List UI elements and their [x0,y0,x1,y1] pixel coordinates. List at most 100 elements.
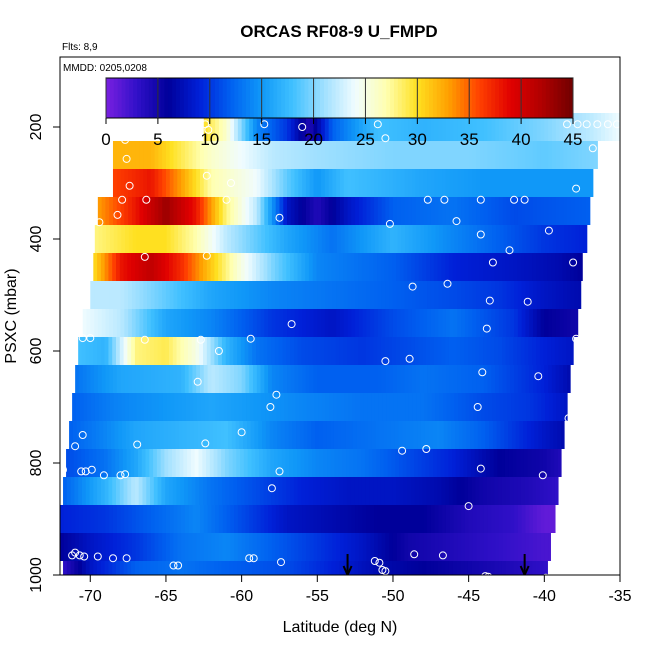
heatmap-cell [192,169,197,197]
heatmap-cell [411,253,416,281]
heatmap-cell [86,365,91,393]
heatmap-cell [177,309,182,337]
heatmap-cell [169,197,175,225]
heatmap-cell [60,533,65,561]
heatmap-cell [193,421,199,449]
heatmap-cell [215,505,220,533]
heatmap-cell [131,169,137,197]
heatmap-cell [534,421,539,449]
heatmap-cell [308,253,314,281]
measurement-point [113,210,122,219]
heatmap-cell [104,337,110,365]
heatmap-cell [266,449,271,477]
heatmap-cell [548,141,553,169]
heatmap-cell [454,393,459,421]
heatmap-cell [248,337,253,365]
heatmap-cell [427,505,432,533]
heatmap-cell [234,113,239,141]
heatmap-cell [467,253,473,281]
heatmap-cell [279,197,284,225]
heatmap-cell [336,113,341,141]
heatmap-cell [355,169,360,197]
heatmap-cell [411,169,417,197]
heatmap-cell [388,561,393,575]
heatmap-cell [173,169,178,197]
colorbar-segment [156,78,161,118]
heatmap-cell [450,225,455,253]
heatmap-cell [82,365,88,393]
heatmap-cell [403,477,408,505]
heatmap-cell [483,281,489,309]
heatmap-cell [529,197,534,225]
heatmap-cell [386,393,391,421]
heatmap-cell [340,533,345,561]
heatmap-cell [336,533,341,561]
heatmap-cell [340,225,346,253]
heatmap-cell [237,309,243,337]
heatmap-cell [180,253,185,281]
heatmap-cell [147,197,152,225]
heatmap-cell [119,449,124,477]
heatmap-cell [271,337,276,365]
heatmap-cell [109,505,114,533]
heatmap-cell [336,393,342,421]
heatmap-cell [343,169,349,197]
heatmap-cell [305,477,310,505]
heatmap-cell [135,505,141,533]
heatmap-cell [139,309,144,337]
heatmap-cell [381,309,386,337]
heatmap-cell [234,225,240,253]
heatmap-cell [316,337,321,365]
heatmap-cell [539,337,545,365]
heatmap-cell [461,533,466,561]
heatmap-cell [355,225,361,253]
heatmap-cell [222,113,228,141]
heatmap-cell [97,337,102,365]
heatmap-cell [147,533,152,561]
colorbar-segment [541,78,547,118]
heatmap-cell [340,309,345,337]
heatmap-cell [187,337,193,365]
heatmap-cell [480,197,485,225]
heatmap-cell [286,337,291,365]
heatmap-cell [241,309,246,337]
heatmap-cell [570,337,574,365]
heatmap-cell [548,505,553,533]
colorbar-segment [211,78,216,118]
heatmap-cell [181,225,187,253]
heatmap-cell [218,169,224,197]
heatmap-cell [234,169,239,197]
heatmap-cell [553,421,558,449]
heatmap-cell [498,561,503,575]
heatmap-cell [453,141,458,169]
heatmap-cell [521,533,526,561]
heatmap-cell [411,505,417,533]
heatmap-cell [445,337,450,365]
heatmap-cell [174,225,179,253]
heatmap-cell [453,113,458,141]
heatmap-cell [529,169,534,197]
heatmap-cell [264,533,269,561]
measurement-point [249,554,258,563]
colorbar-segment [401,78,407,118]
heatmap-cell [529,309,534,337]
heatmap-cell [193,393,198,421]
heatmap-cell [291,225,296,253]
heatmap-cell [142,477,147,505]
heatmap-cell [140,421,146,449]
heatmap-cell [188,365,194,393]
heatmap-cell [389,113,394,141]
colorbar-segment [565,78,570,118]
heatmap-cell [544,505,549,533]
heatmap-cell [314,393,319,421]
heatmap-cell [499,225,505,253]
heatmap-cell [374,393,380,421]
measurement-point [438,551,447,560]
heatmap-cell [210,337,215,365]
heatmap-cell [511,421,517,449]
heatmap-cell [211,533,216,561]
heatmap-cell [355,505,360,533]
heatmap-cell [150,253,155,281]
heatmap-cell [495,197,500,225]
heatmap-cell [370,197,375,225]
